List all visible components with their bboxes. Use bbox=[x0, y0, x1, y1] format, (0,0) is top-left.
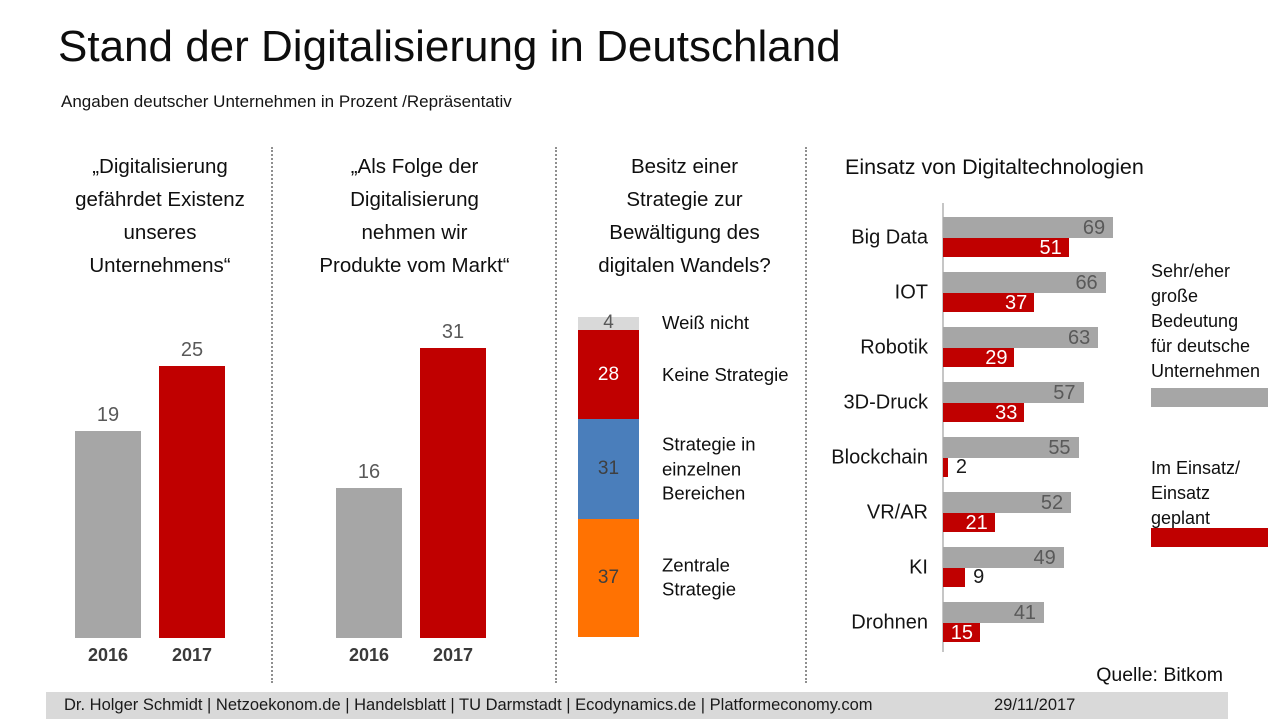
bar-value-label: 51 bbox=[1039, 236, 1062, 259]
importance-bar: 66 bbox=[943, 272, 1106, 293]
bar-chart-produkte: 16 31 bbox=[336, 321, 489, 638]
category-label: IOT bbox=[894, 281, 928, 304]
footer-bar: Dr. Holger Schmidt | Netzoekonom.de | Ha… bbox=[46, 692, 1228, 719]
panel-divider bbox=[555, 147, 557, 683]
category-label: 2016 bbox=[348, 645, 390, 665]
stack-segment: 28 bbox=[578, 329, 639, 420]
panel-existenz-title: „Digitalisierung gefährdet Existenz unse… bbox=[75, 155, 245, 277]
panel-technologien-title: Einsatz von Digitaltechnologien bbox=[845, 155, 1144, 179]
usage-bar: 37 bbox=[943, 291, 1035, 314]
legend-importance-swatch bbox=[1151, 388, 1268, 407]
bar-chart-existenz: 19 25 bbox=[75, 339, 226, 638]
usage-bar bbox=[943, 458, 948, 477]
footer-credits: Dr. Holger Schmidt | Netzoekonom.de | Ha… bbox=[64, 696, 873, 714]
bar-chart-produkte-categories: 2016 2017 bbox=[336, 645, 489, 666]
source-label: Quelle: Bitkom bbox=[1096, 664, 1223, 686]
category-label: 3D-Druck bbox=[843, 391, 928, 414]
panel-produkte-title: „Als Folge der Digitalisierung nehmen wi… bbox=[319, 155, 510, 277]
importance-bar: 41 bbox=[943, 601, 1045, 624]
bar-value-label: 52 bbox=[1040, 491, 1064, 514]
bar bbox=[420, 348, 486, 638]
stack-segment: 31 bbox=[578, 419, 639, 519]
usage-bar: 21 bbox=[943, 511, 995, 534]
bar-value-label: 41 bbox=[1013, 601, 1037, 624]
stack-segment: 4 bbox=[578, 312, 639, 333]
stack-segment-label: Weiß nicht bbox=[662, 312, 750, 334]
category-label: Robotik bbox=[860, 336, 928, 359]
stack-segment-value: 4 bbox=[603, 312, 614, 334]
bar-value-label: 19 bbox=[96, 403, 120, 426]
importance-bar: 49 bbox=[943, 547, 1064, 568]
stack-segment-label: Keine Strategie bbox=[662, 363, 789, 385]
bar-column: 16 bbox=[336, 321, 402, 638]
bar-value-label: 69 bbox=[1082, 216, 1106, 239]
technology-category-labels: Big Data IOT Robotik 3D-Druck Blockchain VR/A… bbox=[806, 205, 928, 655]
bar bbox=[159, 366, 225, 638]
category-label: 2017 bbox=[432, 645, 474, 665]
bar-column: 19 bbox=[75, 339, 141, 638]
category-label: Blockchain bbox=[831, 446, 928, 469]
usage-bar bbox=[943, 568, 966, 587]
bar-value-label: 37 bbox=[1004, 291, 1028, 314]
importance-bar: 52 bbox=[943, 491, 1072, 514]
bar-value-label: 29 bbox=[985, 346, 1008, 369]
page-title: Stand der Digitalisierung in Deutschland bbox=[58, 22, 841, 71]
category-label: 2016 bbox=[87, 645, 129, 665]
usage-bar: 33 bbox=[943, 401, 1025, 424]
usage-bar: 15 bbox=[943, 621, 980, 644]
category-label: KI bbox=[909, 556, 928, 579]
category-label: Big Data bbox=[851, 226, 928, 249]
category-label: VR/AR bbox=[866, 501, 928, 524]
footer-date: 29/11/2017 bbox=[994, 696, 1076, 714]
bar-column: 31 bbox=[420, 321, 486, 638]
stacked-bar-strategie: 4 28 31 37 bbox=[578, 312, 639, 637]
legend-usage-label: Im Einsatz/ Einsatz geplant bbox=[1151, 458, 1241, 528]
stack-segment-value: 31 bbox=[597, 457, 620, 479]
importance-bar: 55 bbox=[943, 437, 1079, 458]
bar-value-label: 16 bbox=[357, 460, 381, 483]
bar-chart-technologien: 69 51 66 37 63 29 57 33 55 2 52 21 49 9 41 15 bbox=[943, 205, 1280, 655]
stack-segment-value: 28 bbox=[597, 363, 620, 385]
bar-column: 25 bbox=[159, 339, 225, 638]
category-label: Drohnen bbox=[851, 611, 928, 634]
bar bbox=[336, 487, 402, 638]
legend-importance-label: Sehr/eher große Bedeutung für deutsche U… bbox=[1151, 261, 1261, 381]
bar-value-label: 57 bbox=[1053, 381, 1076, 404]
panel-divider bbox=[805, 147, 807, 683]
usage-bar: 51 bbox=[943, 236, 1069, 259]
bar-value-label: 49 bbox=[1033, 546, 1056, 569]
stack-segment: 37 bbox=[578, 518, 639, 637]
category-label: 2017 bbox=[171, 645, 213, 665]
bar bbox=[75, 430, 141, 638]
bar-value-label: 25 bbox=[180, 339, 204, 361]
importance-bar: 69 bbox=[943, 216, 1114, 239]
legend-usage-swatch bbox=[1151, 528, 1268, 547]
stack-segment-value: 37 bbox=[597, 566, 620, 588]
importance-bar: 57 bbox=[943, 382, 1084, 403]
bar-value-label: 21 bbox=[965, 511, 988, 534]
bar-value-label: 63 bbox=[1068, 326, 1091, 349]
bar-value-label: 2 bbox=[955, 456, 968, 478]
bar-chart-existenz-categories: 2016 2017 bbox=[75, 645, 226, 666]
panel-strategie-title: Besitz einer Strategie zur Bewältigung d… bbox=[598, 155, 771, 277]
page-subtitle: Angaben deutscher Unternehmen in Prozent… bbox=[61, 92, 512, 111]
stack-segment-label: Strategie in einzelnen Bereichen bbox=[662, 433, 756, 504]
stack-segment-label: Zentrale Strategie bbox=[662, 554, 737, 600]
panel-divider bbox=[271, 147, 273, 683]
bar-value-label: 66 bbox=[1075, 271, 1098, 294]
usage-bar: 29 bbox=[943, 346, 1015, 369]
importance-bar: 63 bbox=[943, 326, 1099, 349]
bar-value-label: 31 bbox=[441, 321, 465, 343]
bar-value-label: 55 bbox=[1048, 436, 1071, 459]
bar-value-label: 33 bbox=[995, 401, 1018, 424]
axis-line bbox=[942, 203, 944, 652]
bar-value-label: 9 bbox=[973, 566, 985, 588]
bar-value-label: 15 bbox=[950, 621, 973, 644]
